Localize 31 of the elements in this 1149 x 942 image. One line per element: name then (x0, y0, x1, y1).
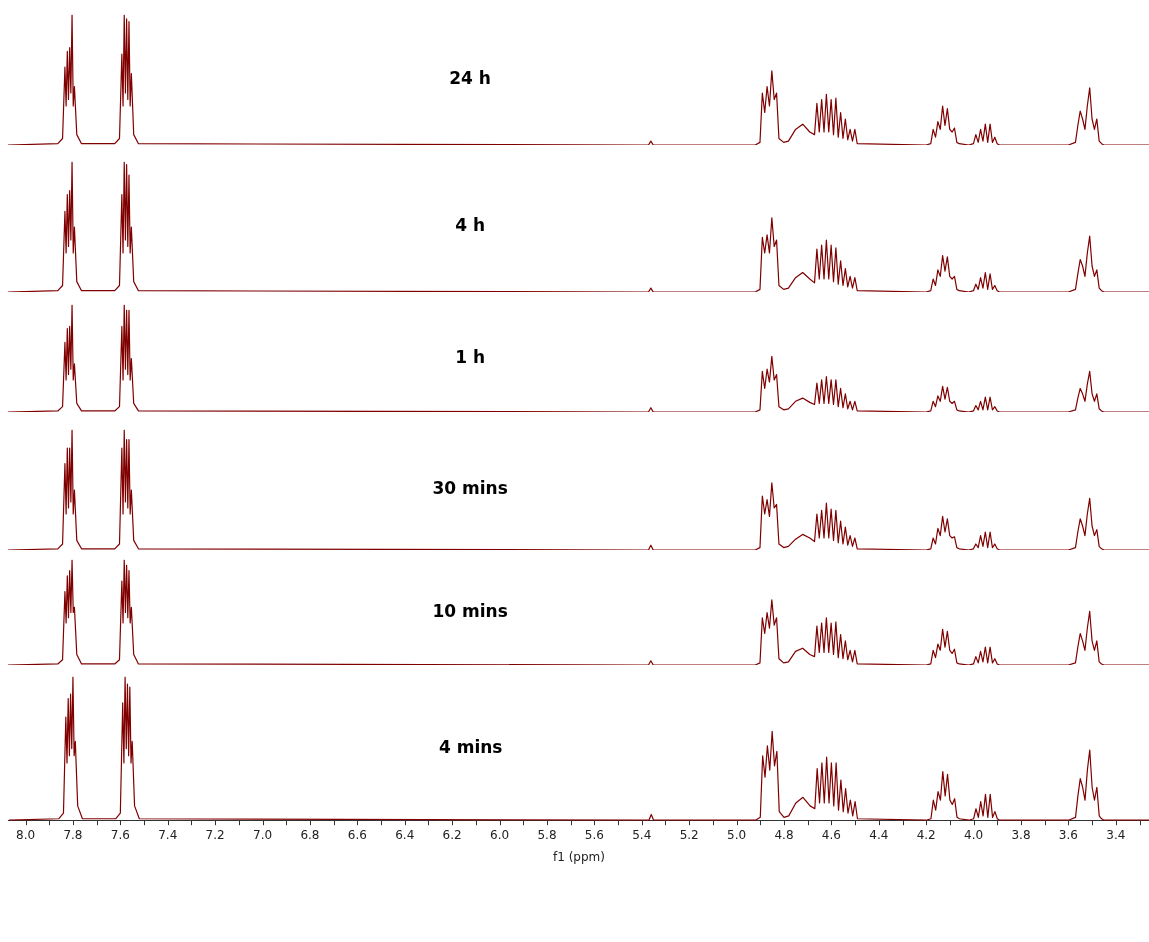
text: 10 mins (432, 600, 508, 621)
x-tick-label: 3.8 (1011, 827, 1031, 842)
x-tick-label: 8.0 (16, 827, 36, 842)
x-tick-label: 7.0 (253, 827, 273, 842)
x-tick-label: 7.2 (205, 827, 225, 842)
x-tick-label: 6.8 (300, 827, 320, 842)
x-tick-label: 7.4 (158, 827, 178, 842)
text: 1 h (455, 346, 486, 367)
x-axis-title: f1 (ppm) (552, 849, 605, 864)
x-tick-label: 4.4 (869, 827, 889, 842)
x-tick-label: 3.6 (1058, 827, 1078, 842)
x-tick-label: 7.6 (110, 827, 130, 842)
x-tick-label: 3.4 (1106, 827, 1126, 842)
x-tick-label: 5.8 (537, 827, 557, 842)
x-tick-label: 6.6 (347, 827, 367, 842)
x-tick-label: 4.8 (774, 827, 794, 842)
text: 24 h (449, 68, 491, 89)
x-tick-label: 6.0 (490, 827, 510, 842)
text: 30 mins (432, 478, 508, 499)
x-tick-label: 7.8 (63, 827, 83, 842)
text: 4 mins (438, 737, 503, 758)
text: 4 h (455, 215, 486, 236)
x-tick-label: 6.4 (395, 827, 415, 842)
x-tick-label: 4.0 (964, 827, 984, 842)
x-tick-label: 6.2 (442, 827, 462, 842)
x-tick-label: 5.6 (584, 827, 604, 842)
x-tick-label: 5.4 (632, 827, 652, 842)
x-tick-label: 4.6 (821, 827, 841, 842)
x-tick-label: 4.2 (916, 827, 936, 842)
x-tick-label: 5.0 (727, 827, 747, 842)
x-tick-label: 5.2 (679, 827, 699, 842)
